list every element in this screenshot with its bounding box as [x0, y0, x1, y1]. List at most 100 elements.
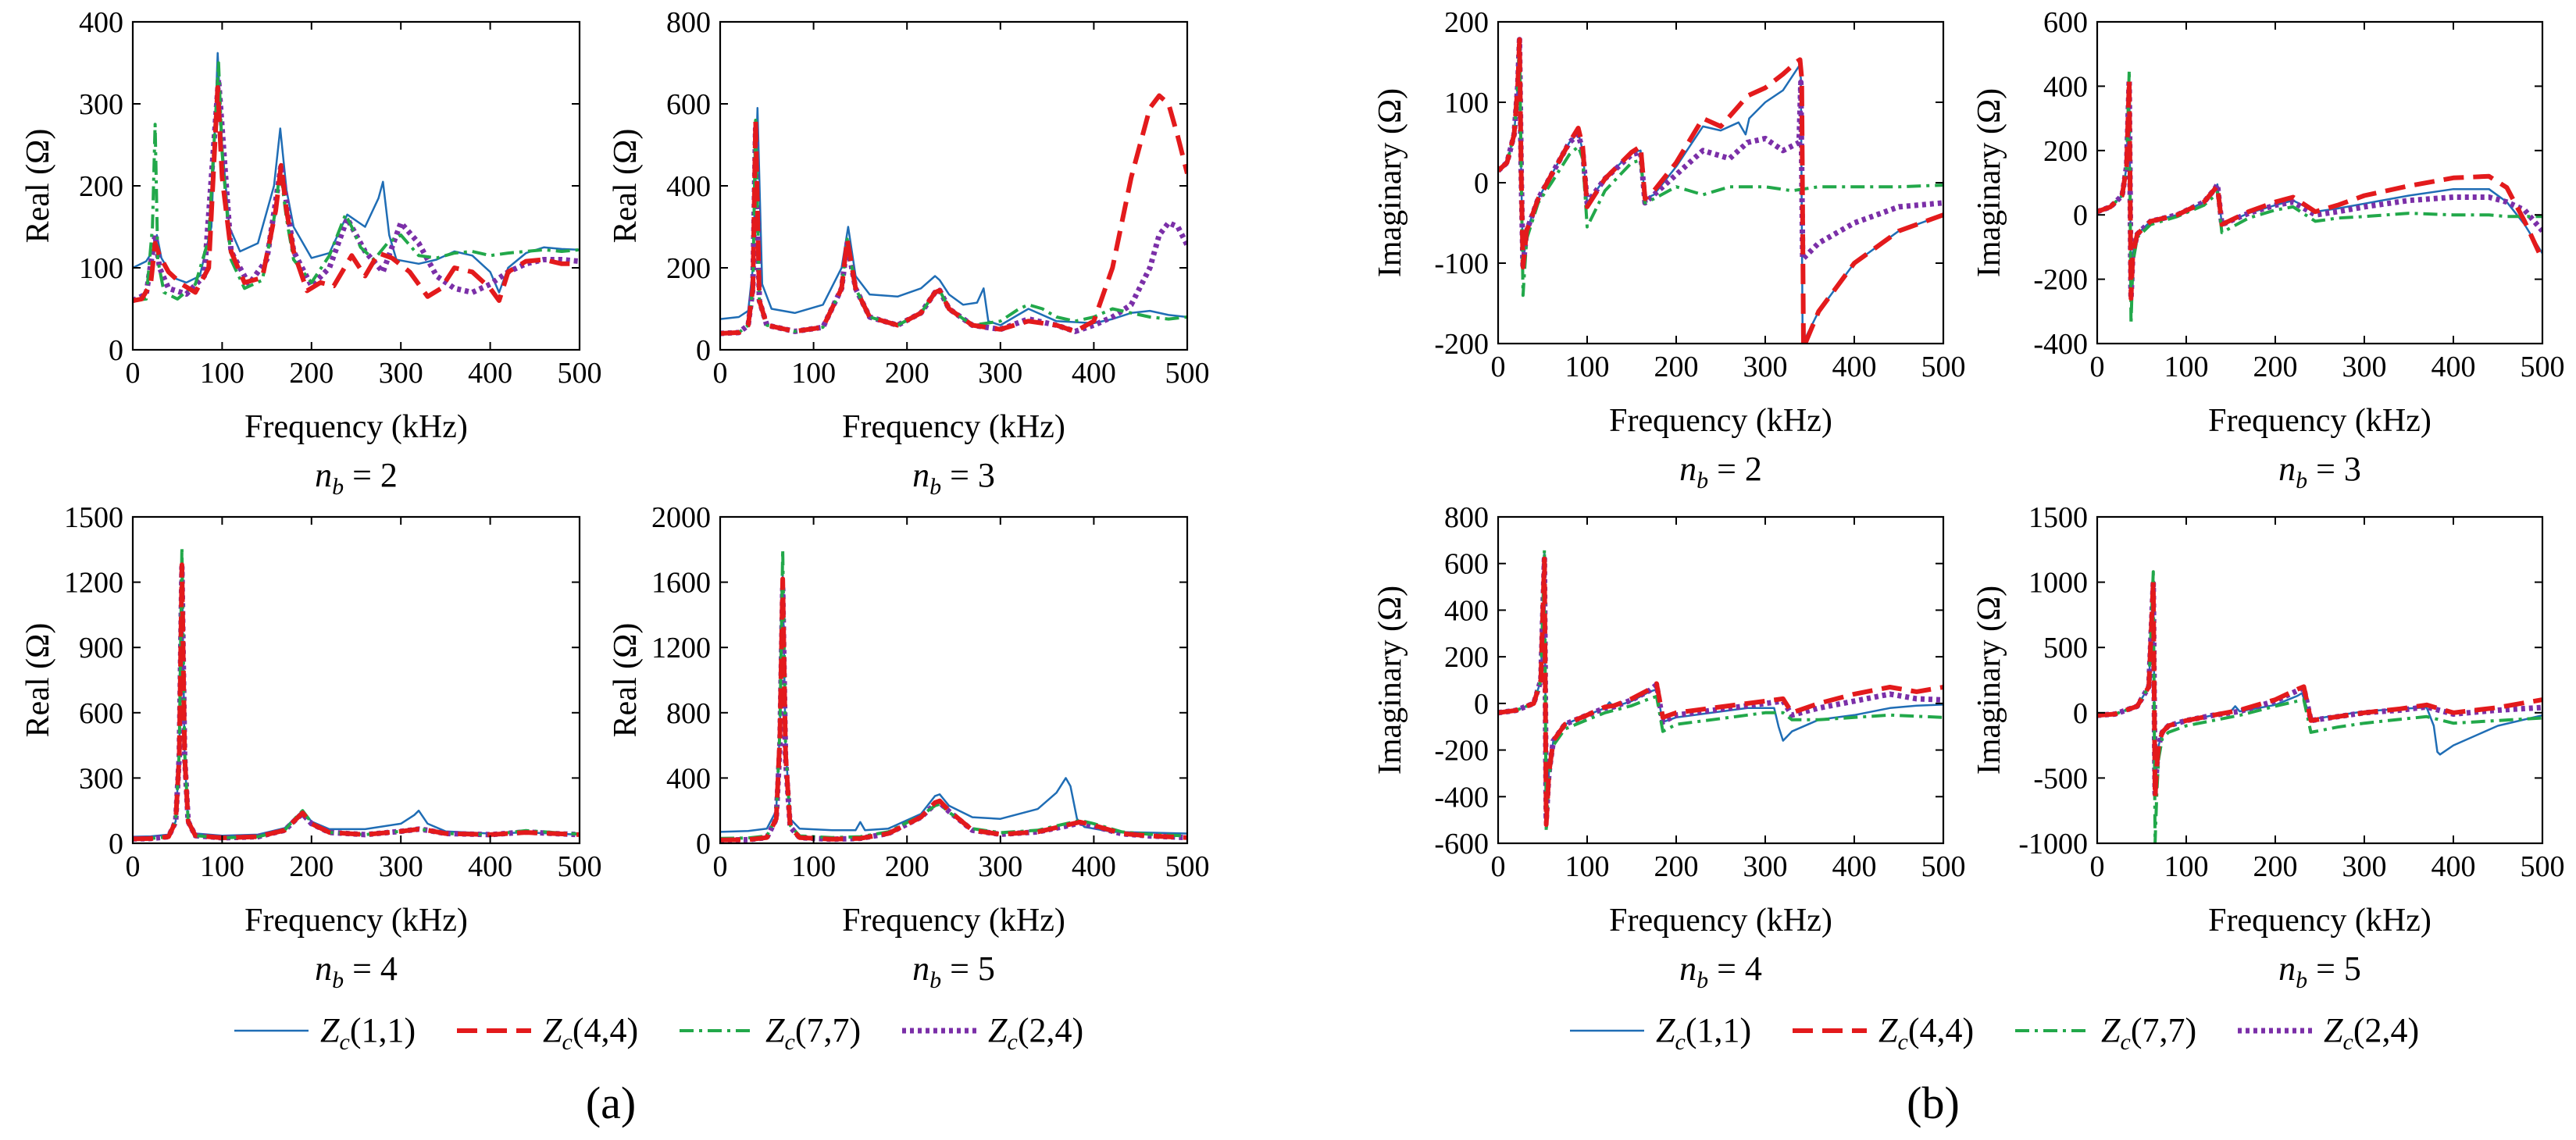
x-tick-label: 200 — [2253, 351, 2298, 383]
legend-a: Zc(1,1) Zc(4,4) Zc(7,7) Zc(2,4) — [234, 1011, 1083, 1055]
legend-b-label-zc24: Zc(2,4) — [2324, 1011, 2419, 1055]
x-tick-label: 100 — [791, 850, 836, 883]
y-tick-label: 1000 — [2028, 567, 2088, 600]
x-tick-label: 400 — [2432, 850, 2476, 883]
series-zc44-a1 — [133, 85, 580, 303]
series-zc77-b3 — [1498, 547, 1943, 834]
y-tick-label: 800 — [1444, 501, 1489, 534]
series-zc77-a2 — [720, 119, 1187, 335]
series-zc24-a4 — [720, 586, 1187, 843]
x-tick-label: 500 — [1921, 850, 1966, 883]
subplot-caption: nb = 5 — [912, 949, 995, 993]
chart-a2: 0 100 200 300 400 500 0 200 400 600 800 Frequency (… — [608, 6, 1210, 500]
y-tick-label: 100 — [1444, 87, 1489, 119]
subplot-caption: nb = 2 — [1679, 450, 1762, 493]
plot-frame-b2 — [2096, 20, 2544, 345]
x-tick-label: 100 — [1565, 850, 1610, 883]
legend-b-item-zc44: Zc(4,4) — [1793, 1011, 1974, 1055]
y-tick-label: -200 — [2033, 264, 2088, 297]
x-tick-label: 300 — [978, 850, 1022, 883]
x-tick-label: 400 — [2432, 351, 2476, 383]
x-tick-label: 100 — [200, 850, 244, 883]
series-zc44-a2 — [720, 93, 1187, 336]
x-tick-label: 300 — [1743, 351, 1788, 383]
x-tick-label: 200 — [885, 357, 929, 390]
y-tick-label: 0 — [2073, 199, 2088, 232]
x-tick-label: 100 — [2164, 351, 2209, 383]
series-zc77-b4 — [2097, 570, 2542, 843]
y-tick-label: 1500 — [2028, 501, 2088, 534]
x-axis-label: Frequency (kHz) — [842, 903, 1065, 939]
x-tick-label: 400 — [468, 850, 512, 883]
x-tick-label: 400 — [1072, 357, 1116, 390]
x-tick-label: 400 — [468, 357, 512, 390]
y-axis-label: Imaginary (Ω) — [1971, 586, 2007, 775]
subplot-caption: nb = 4 — [315, 949, 398, 993]
y-tick-label: 800 — [666, 6, 711, 39]
x-tick-label: 0 — [1491, 850, 1506, 883]
plot-frame-a1 — [131, 20, 581, 351]
y-tick-label: -600 — [1434, 828, 1489, 860]
series-group-b3 — [1498, 547, 1943, 834]
series-group-b4 — [2097, 570, 2542, 843]
series-group-a4 — [720, 547, 1187, 843]
x-tick-label: 0 — [1491, 351, 1506, 383]
plot-frame-b1 — [1497, 20, 1945, 345]
x-tick-label: 500 — [1165, 357, 1210, 390]
legend-a-item-zc11: Zc(1,1) — [234, 1011, 416, 1055]
plot-frame-b3 — [1497, 515, 1945, 845]
legend-b-item-zc11: Zc(1,1) — [1570, 1011, 1751, 1055]
y-axis-label: Real (Ω) — [20, 129, 56, 244]
subplot-caption: nb = 4 — [1679, 949, 1762, 993]
y-axis-label: Real (Ω) — [608, 623, 644, 738]
y-tick-label: -200 — [1434, 735, 1489, 768]
y-tick-label: -400 — [2033, 328, 2088, 361]
y-tick-label: 600 — [666, 88, 711, 121]
y-tick-label: 400 — [79, 6, 123, 39]
y-tick-label: -400 — [1434, 781, 1489, 814]
subplot-caption: nb = 3 — [912, 456, 995, 500]
chart-b2: 0 100 200 300 400 500 -400 -200 0 200 400 600 Freque… — [1971, 6, 2565, 493]
series-zc44-b3 — [1498, 556, 1943, 828]
series-group-a3 — [133, 546, 580, 842]
series-group-a1 — [133, 52, 580, 304]
series-zc24-a3 — [133, 564, 580, 842]
y-tick-label: 1600 — [651, 567, 711, 600]
legend-b-label-zc44: Zc(4,4) — [1878, 1011, 1974, 1055]
x-axis-label: Frequency (kHz) — [2208, 903, 2432, 939]
chart-a3: 0 100 200 300 400 500 0 300 600 900 1200 1500 Freque… — [20, 501, 602, 993]
series-zc77-a1 — [133, 61, 580, 302]
x-tick-label: 200 — [2253, 850, 2298, 883]
y-tick-label: -200 — [1434, 328, 1489, 361]
plot-frame-a2 — [719, 20, 1189, 351]
y-tick-label: 200 — [666, 252, 711, 285]
y-tick-label: 0 — [1474, 688, 1489, 721]
y-tick-label: 900 — [79, 632, 123, 664]
panel-label-b: (b) — [1907, 1078, 1960, 1128]
y-tick-label: 1200 — [64, 567, 123, 600]
legend-a-label-zc77: Zc(7,7) — [765, 1011, 861, 1055]
y-tick-label: 0 — [2073, 697, 2088, 730]
x-tick-label: 0 — [713, 357, 728, 390]
y-tick-label: 0 — [1474, 167, 1489, 200]
x-axis-label: Frequency (kHz) — [1609, 903, 1832, 939]
x-tick-label: 200 — [1654, 351, 1699, 383]
series-zc24-b4 — [2097, 580, 2542, 796]
legend-b-label-zc77: Zc(7,7) — [2101, 1011, 2196, 1055]
y-tick-label: 300 — [79, 88, 123, 121]
x-tick-label: 400 — [1832, 850, 1877, 883]
series-zc11-b3 — [1498, 553, 1943, 817]
x-tick-label: 0 — [713, 850, 728, 883]
subplot-caption: nb = 3 — [2278, 450, 2361, 493]
y-tick-label: 400 — [666, 170, 711, 203]
chart-a4: 0 100 200 300 400 500 0 400 800 1200 1600 2000 Frequ… — [608, 501, 1210, 993]
x-tick-label: 100 — [1565, 351, 1610, 383]
y-tick-label: 300 — [79, 762, 123, 795]
legend-b-item-zc77: Zc(7,7) — [2015, 1011, 2196, 1055]
legend-b-label-zc11: Zc(1,1) — [1656, 1011, 1751, 1055]
x-tick-label: 100 — [200, 357, 244, 390]
subplot-caption: nb = 5 — [2278, 949, 2361, 993]
y-tick-label: 200 — [1444, 6, 1489, 39]
x-tick-label: 500 — [1921, 351, 1966, 383]
y-tick-label: 2000 — [651, 501, 711, 534]
